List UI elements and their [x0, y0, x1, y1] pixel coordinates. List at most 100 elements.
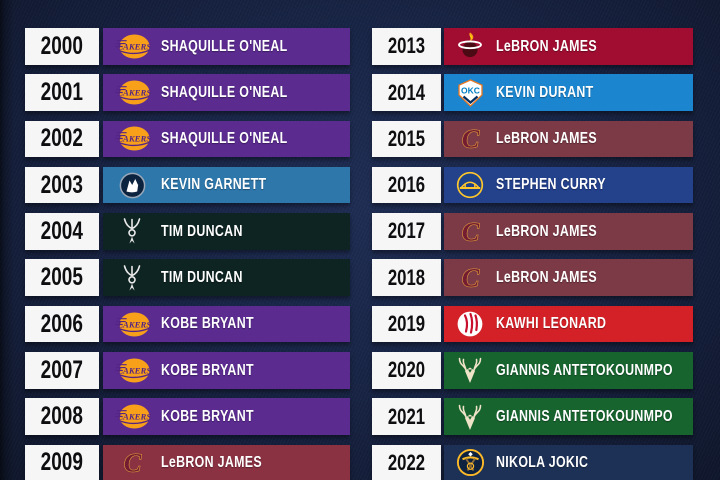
svg-text:OKC: OKC	[461, 85, 480, 95]
year-box: 2013	[372, 28, 441, 65]
lakers-logo: LAKERS	[103, 33, 161, 60]
team-bar: C LeBRON JAMES	[444, 259, 693, 296]
award-row: 2006 LAKERS KOBE BRYANT	[25, 305, 350, 343]
team-bar: LAKERS SHAQUILLE O'NEAL	[103, 28, 350, 65]
year-box: 2009	[25, 444, 99, 480]
svg-text:LAKERS: LAKERS	[116, 412, 150, 422]
award-row: 2000 LAKERS SHAQUILLE O'NEAL	[25, 28, 350, 65]
year-box: 2014	[372, 74, 441, 111]
year-label: 2001	[40, 78, 84, 107]
svg-text:LAKERS: LAKERS	[116, 41, 150, 51]
year-box: 2016	[372, 166, 441, 204]
player-name: SHAQUILLE O'NEAL	[161, 130, 288, 148]
player-name: SHAQUILLE O'NEAL	[161, 37, 288, 55]
award-row: 2002 LAKERS SHAQUILLE O'NEAL	[25, 120, 350, 158]
year-box: 2007	[25, 352, 99, 389]
player-name: SHAQUILLE O'NEAL	[161, 83, 288, 101]
right-column: 2013 LeBRON JAMES 2014 OKC KEVIN DURANT …	[372, 28, 693, 480]
award-row: 2016 STEPHEN CURRY	[372, 166, 693, 204]
award-row: 2017 C LeBRON JAMES	[372, 213, 693, 250]
year-label: 2008	[40, 402, 84, 431]
cavaliers-logo: C	[103, 448, 161, 477]
player-name: LeBRON JAMES	[496, 268, 597, 286]
award-row: 2018 C LeBRON JAMES	[372, 259, 693, 296]
cavaliers-logo: C	[444, 217, 496, 246]
player-name: KOBE BRYANT	[161, 315, 254, 333]
team-bar: TIM DUNCAN	[103, 259, 350, 296]
lakers-logo: LAKERS	[103, 403, 161, 430]
bucks-logo	[444, 403, 496, 431]
player-name: GIANNIS ANTETOKOUNMPO	[496, 407, 673, 425]
svg-text:LAKERS: LAKERS	[116, 365, 150, 375]
year-box: 2002	[25, 120, 99, 158]
award-row: 2007 LAKERS KOBE BRYANT	[25, 352, 350, 389]
lakers-logo: LAKERS	[103, 357, 161, 384]
spurs-logo	[103, 264, 161, 292]
player-name: STEPHEN CURRY	[496, 176, 606, 194]
player-name: LeBRON JAMES	[496, 222, 597, 240]
year-label: 2019	[387, 311, 426, 337]
team-bar: GIANNIS ANTETOKOUNMPO	[444, 398, 693, 435]
award-row: 2013 LeBRON JAMES	[372, 28, 693, 65]
award-row: 2022 NIKOLA JOKIC	[372, 444, 693, 480]
year-box: 2021	[372, 398, 441, 435]
svg-text:C: C	[123, 449, 141, 478]
team-bar: C LeBRON JAMES	[444, 120, 693, 158]
lakers-logo: LAKERS	[103, 311, 161, 338]
svg-text:C: C	[461, 217, 479, 246]
team-bar: KAWHI LEONARD	[444, 305, 693, 343]
year-label: 2021	[387, 403, 426, 429]
team-bar: LAKERS KOBE BRYANT	[103, 352, 350, 389]
award-row: 2005 TIM DUNCAN	[25, 259, 350, 296]
warriors-logo	[444, 171, 496, 199]
team-bar: C LeBRON JAMES	[103, 444, 350, 480]
year-box: 2004	[25, 213, 99, 250]
lakers-logo: LAKERS	[103, 79, 161, 106]
year-box: 2022	[372, 444, 441, 480]
raptors-logo	[444, 310, 496, 338]
year-label: 2018	[387, 264, 426, 290]
year-label: 2005	[40, 263, 84, 292]
player-name: NIKOLA JOKIC	[496, 454, 589, 472]
year-label: 2015	[387, 125, 426, 151]
svg-text:LAKERS: LAKERS	[116, 319, 150, 329]
team-bar: C LeBRON JAMES	[444, 213, 693, 250]
cavaliers-logo: C	[444, 263, 496, 292]
player-name: KEVIN GARNETT	[161, 176, 267, 194]
year-label: 2002	[40, 124, 84, 153]
team-bar: LeBRON JAMES	[444, 28, 693, 65]
year-label: 2014	[387, 79, 426, 105]
year-label: 2009	[40, 448, 84, 477]
year-label: 2016	[387, 172, 426, 198]
award-row: 2004 TIM DUNCAN	[25, 213, 350, 250]
year-box: 2006	[25, 305, 99, 343]
award-row: 2021 GIANNIS ANTETOKOUNMPO	[372, 398, 693, 435]
year-box: 2005	[25, 259, 99, 296]
year-box: 2001	[25, 74, 99, 111]
award-row: 2015 C LeBRON JAMES	[372, 120, 693, 158]
year-box: 2019	[372, 305, 441, 343]
player-name: LeBRON JAMES	[496, 37, 597, 55]
team-bar: TIM DUNCAN	[103, 213, 350, 250]
award-row: 2019 KAWHI LEONARD	[372, 305, 693, 343]
player-name: TIM DUNCAN	[161, 268, 243, 286]
player-name: TIM DUNCAN	[161, 222, 243, 240]
year-label: 2006	[40, 309, 84, 338]
player-name: GIANNIS ANTETOKOUNMPO	[496, 361, 673, 379]
svg-text:LAKERS: LAKERS	[116, 87, 150, 97]
nuggets-logo	[444, 448, 496, 477]
award-row: 2014 OKC KEVIN DURANT	[372, 74, 693, 111]
svg-text:C: C	[461, 125, 479, 154]
year-label: 2013	[387, 33, 426, 59]
award-row: 2009 C LeBRON JAMES	[25, 444, 350, 480]
cavaliers-logo: C	[444, 124, 496, 153]
spurs-logo	[103, 217, 161, 245]
player-name: KOBE BRYANT	[161, 361, 254, 379]
left-column: 2000 LAKERS SHAQUILLE O'NEAL 2001 LAKERS…	[25, 28, 350, 480]
team-bar: STEPHEN CURRY	[444, 166, 693, 204]
team-bar: KEVIN GARNETT	[103, 166, 350, 204]
year-label: 2000	[40, 31, 84, 60]
year-box: 2020	[372, 352, 441, 389]
year-label: 2007	[40, 355, 84, 384]
